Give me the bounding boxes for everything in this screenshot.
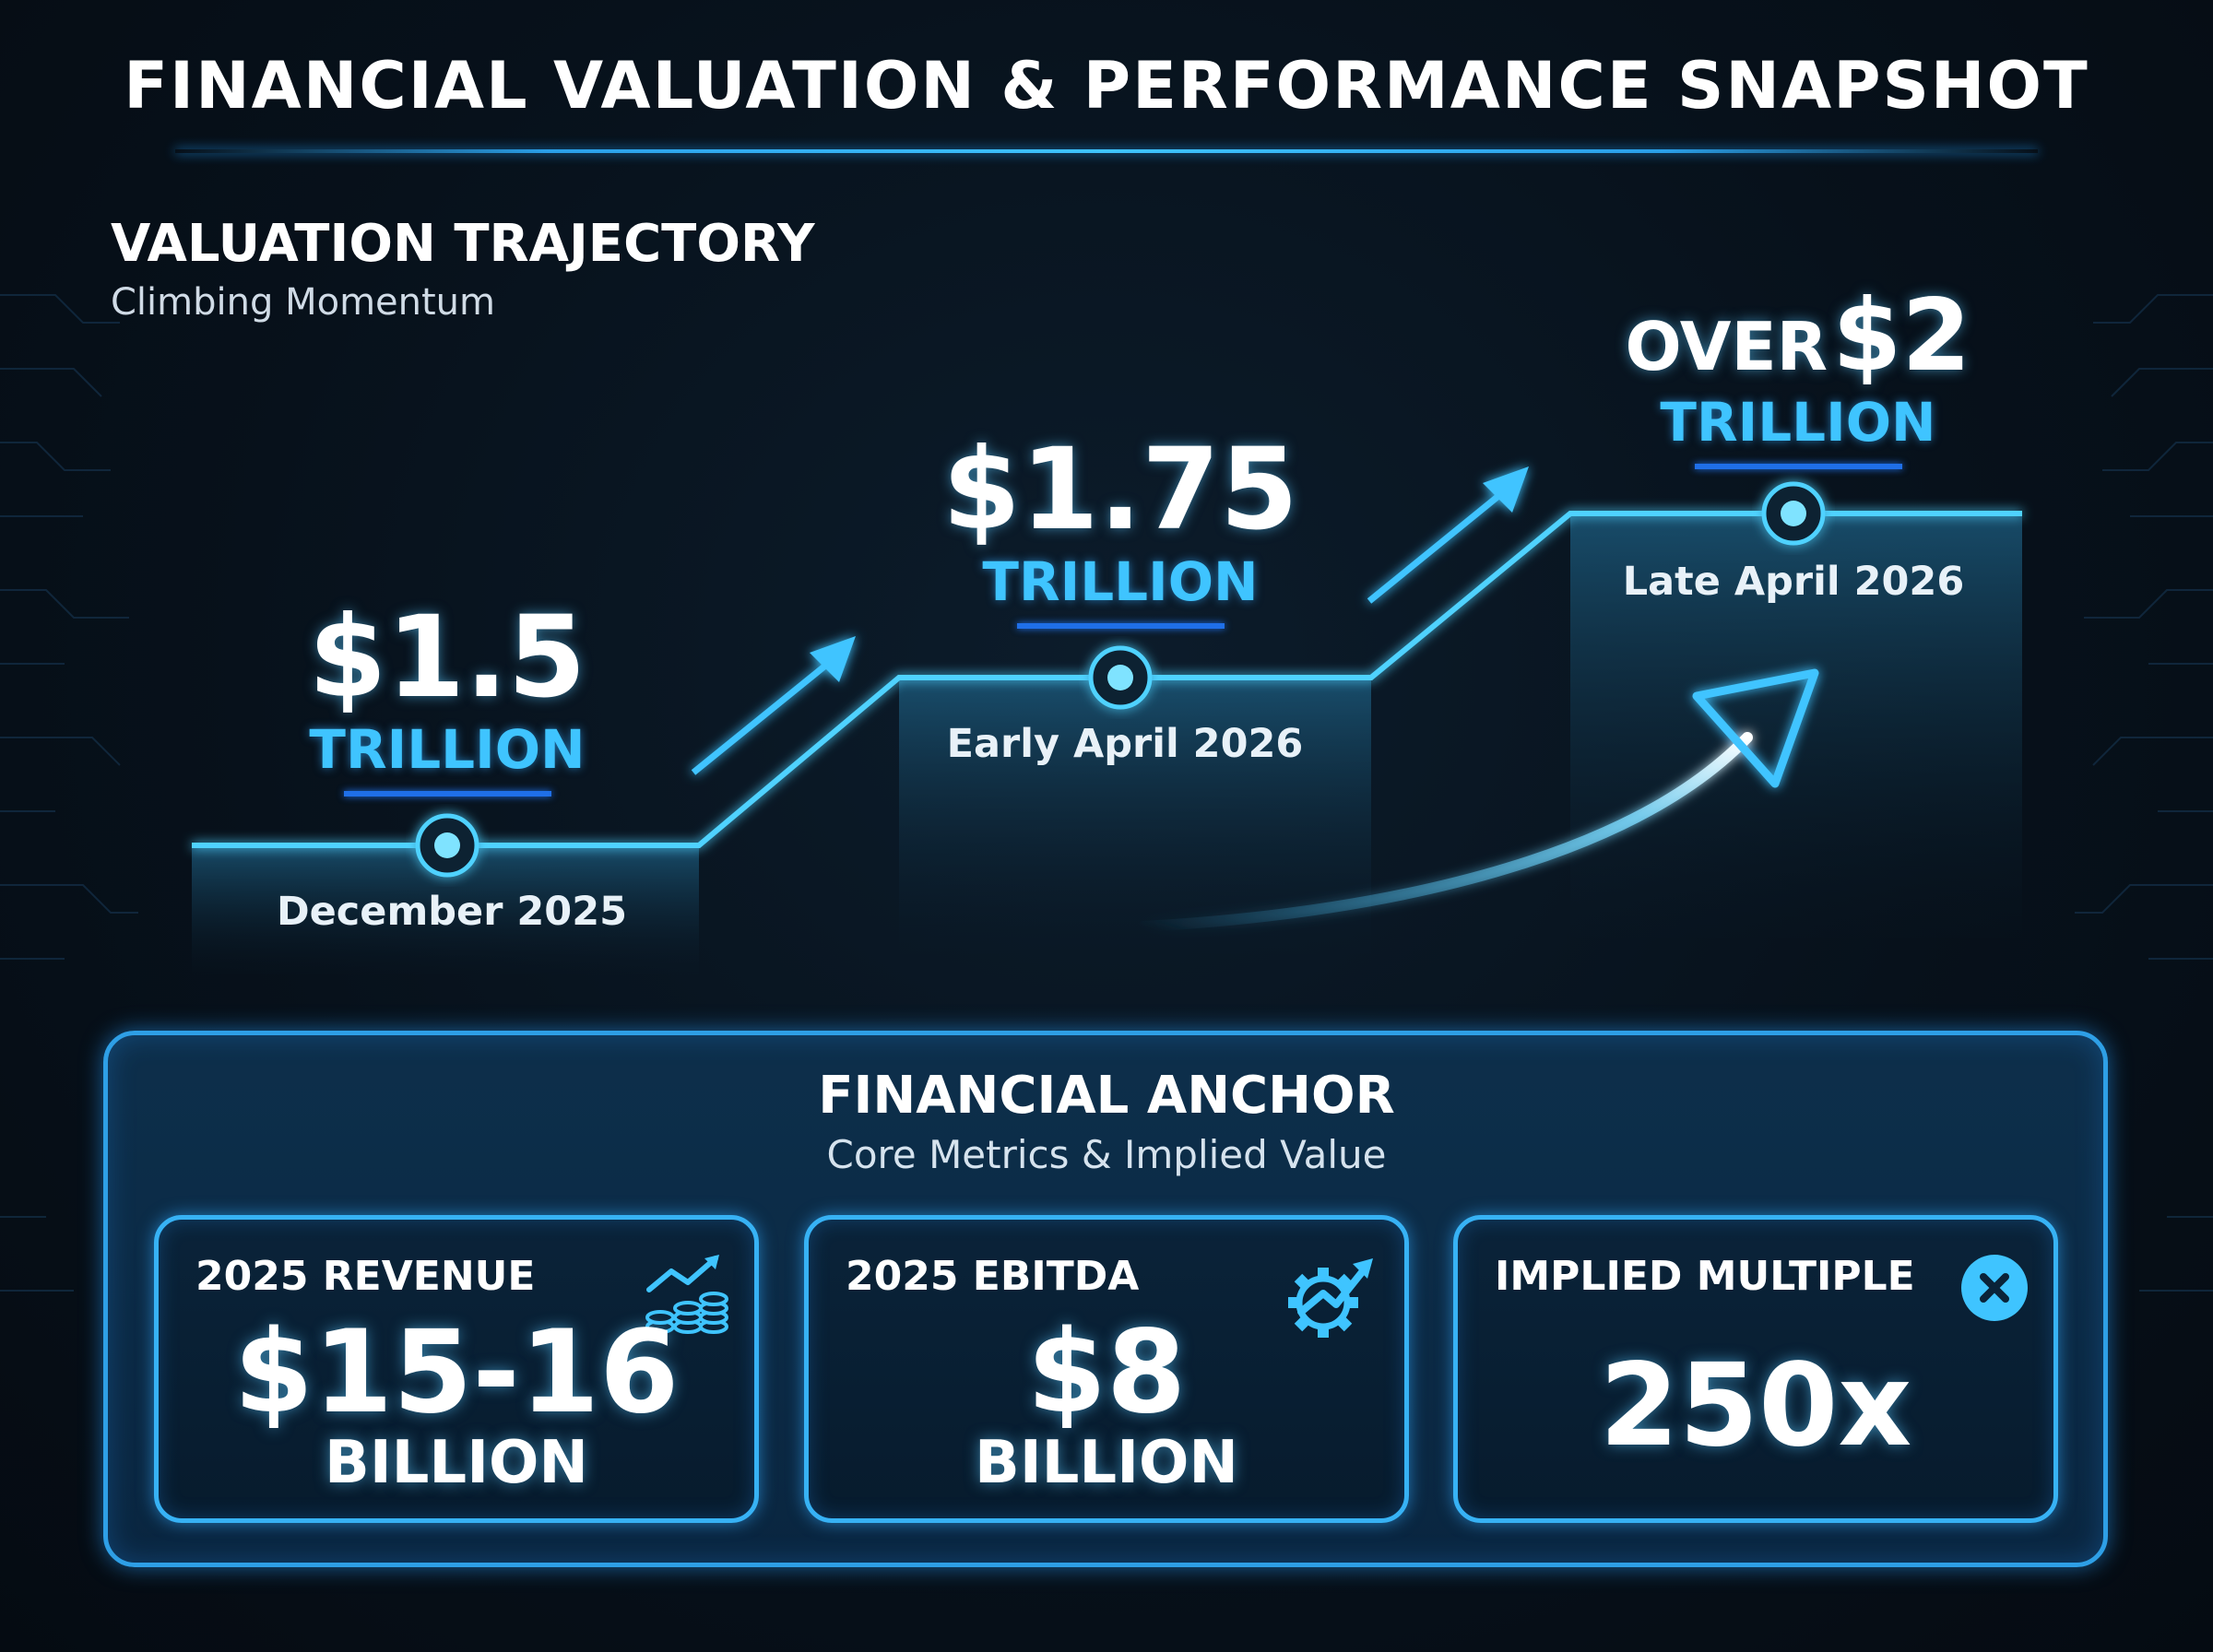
trajectory-title: VALUATION TRAJECTORY	[111, 214, 815, 274]
valuation-prefix: OVER	[1625, 308, 1828, 385]
swoosh-arrow-icon	[1138, 668, 1819, 932]
metric-value: $8	[1026, 1306, 1187, 1439]
metric-unit: BILLION	[325, 1429, 588, 1497]
valuation-amount: $2	[1832, 278, 1971, 394]
growth-arrow-icon	[691, 636, 856, 775]
step-date-label: Late April 2026	[1622, 559, 1965, 605]
metric-value: $15-16	[233, 1306, 680, 1439]
node-marker-icon	[415, 813, 479, 878]
valuation-unit: TRILLION	[1660, 391, 1936, 454]
growth-arrow-icon	[1367, 466, 1529, 604]
valuation-unit: TRILLION	[309, 718, 586, 781]
metric-card-implied-multiple: IMPLIED MULTIPLE 250x	[1453, 1215, 2058, 1523]
valuation-underline	[1016, 623, 1225, 629]
valuation-underline	[1694, 464, 1902, 469]
circuit-pattern-left	[0, 294, 138, 1292]
metric-card-revenue: 2025 REVENUE $15-16 BILLION	[154, 1215, 759, 1523]
title-divider	[175, 149, 2038, 153]
multiply-icon	[1961, 1255, 2028, 1321]
metric-label: 2025 REVENUE	[195, 1253, 536, 1300]
step-date-label: December 2025	[276, 889, 628, 935]
anchor-subtitle: Core Metrics & Implied Value	[826, 1132, 1387, 1177]
valuation-step-2: $1.75 TRILLION	[936, 433, 1305, 629]
revenue-chart-coins-icon	[645, 1255, 728, 1334]
page-title: FINANCIAL VALUATION & PERFORMANCE SNAPSH…	[124, 48, 2089, 124]
metric-card-ebitda: 2025 EBITDA $8 BILLION	[804, 1215, 1409, 1523]
step-date-label: Early April 2026	[946, 721, 1304, 767]
metric-label: 2025 EBITDA	[846, 1253, 1140, 1300]
node-marker-icon	[1761, 481, 1826, 546]
metric-label: IMPLIED MULTIPLE	[1495, 1253, 1915, 1300]
anchor-title: FINANCIAL ANCHOR	[818, 1066, 1395, 1126]
valuation-amount-row: OVER $2	[1568, 278, 2029, 394]
node-marker-icon	[1088, 645, 1153, 710]
valuation-underline	[343, 791, 551, 796]
circuit-pattern-right	[2075, 294, 2213, 1292]
valuation-unit: TRILLION	[982, 550, 1259, 613]
gear-growth-icon	[1288, 1258, 1373, 1338]
valuation-amount: $1.75	[942, 424, 1298, 555]
metric-unit: BILLION	[975, 1429, 1238, 1497]
valuation-step-1: $1.5 TRILLION	[263, 601, 632, 796]
valuation-step-3: OVER $2 TRILLION	[1568, 278, 2029, 469]
metric-value: 250x	[1599, 1339, 1912, 1472]
valuation-amount: $1.5	[308, 592, 586, 723]
trajectory-subtitle: Climbing Momentum	[111, 281, 495, 324]
